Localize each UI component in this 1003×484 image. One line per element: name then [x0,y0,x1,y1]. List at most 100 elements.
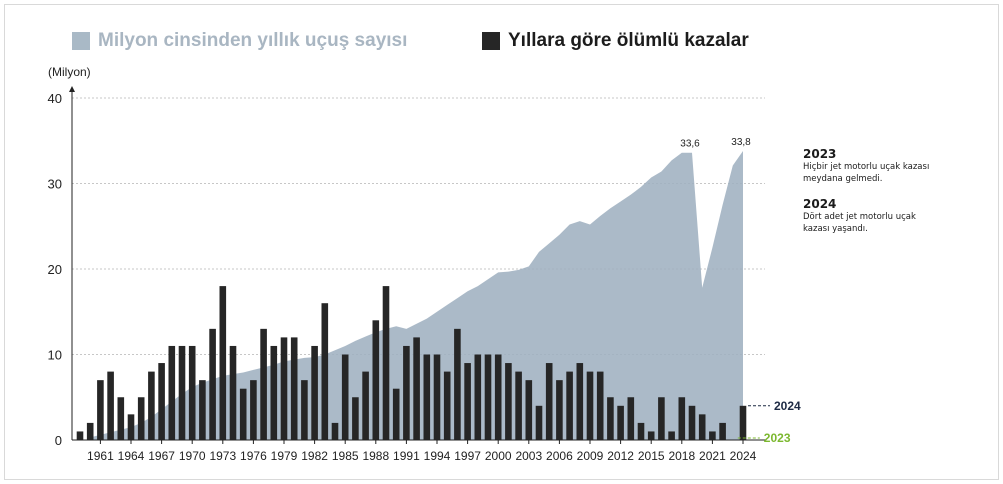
y-tick-label: 0 [55,433,62,448]
bar-1978 [270,345,278,440]
bar-1985 [341,354,349,440]
bar-1987 [362,371,369,440]
x-tick-label: 1982 [301,449,328,463]
x-tick-label: 1976 [240,449,267,463]
bar-2004 [535,405,543,440]
bar-2011 [607,397,614,440]
marker-label-2024: 2024 [774,399,801,413]
bar-2016 [658,397,665,440]
x-tick-label: 2009 [577,449,604,463]
x-tick-label: 1964 [118,449,145,463]
bar-1980 [290,337,298,440]
bar-1961 [97,380,104,440]
bar-1996 [454,328,461,440]
bar-1977 [260,328,267,440]
note-2023: 2023 Hiçbir jet motorlu uçak kazası meyd… [803,147,933,185]
x-tick-label: 1970 [179,449,206,463]
x-tick-label: 1979 [271,449,298,463]
bar-2021 [709,431,716,440]
x-tick-label: 2012 [607,449,634,463]
bar-1969 [178,345,186,440]
x-tick-label: 1961 [87,449,114,463]
bar-2022 [719,422,726,440]
bar-layer [76,286,747,440]
bar-2008 [576,363,584,440]
bar-1983 [321,303,329,440]
bar-1968 [168,345,176,440]
bar-2018 [678,397,686,440]
x-tick-label: 2024 [730,449,757,463]
legend-accidents-label: Yıllara göre ölümlü kazalar [508,30,749,51]
bar-1966 [148,371,155,440]
x-tick-label: 1994 [424,449,451,463]
x-tick-label: 1991 [393,449,420,463]
bar-1994 [433,354,441,440]
bar-2000 [494,354,502,440]
bar-1995 [443,371,451,440]
legend-accidents: Yıllara göre ölümlü kazalar [482,26,749,56]
bar-1993 [423,354,431,440]
x-tick-label: 1988 [362,449,389,463]
y-tick-label: 10 [48,348,62,363]
label-layer: 0 10 20 30 40 (Milyon) 1961 1964 1967 1970 1973 197… [48,65,801,463]
y-tick-label: 40 [48,91,62,106]
bar-1975 [239,388,247,440]
bar-2013 [627,397,635,440]
x-tick-label: 2021 [699,449,726,463]
bar-1990 [392,388,400,440]
bar-2003 [525,380,533,440]
bar-2019 [688,405,696,440]
bar-2005 [545,363,553,440]
bar-1959 [76,431,84,440]
bar-2014 [637,422,645,440]
bar-1997 [464,363,471,440]
bar-2007 [566,371,573,440]
note-2023-year: 2023 [803,147,837,161]
bar-1998 [474,354,482,440]
x-tick-label: 2006 [546,449,573,463]
bar-1986 [352,397,359,440]
bar-1970 [188,345,196,440]
note-2023-text: Hiçbir jet motorlu uçak kazası meydana g… [803,162,930,184]
marker-label-2023: 2023 [764,431,791,445]
bar-2001 [505,363,512,440]
bar-1989 [382,286,390,440]
legend-accidents-swatch [482,32,500,50]
area-value-label: 33,8 [731,137,751,148]
bar-1964 [127,414,135,440]
x-tick-label: 2003 [515,449,542,463]
bar-1982 [311,345,318,440]
y-axis-arrow [69,86,75,92]
bar-1962 [107,371,114,440]
bar-1979 [280,337,288,440]
bar-1971 [199,380,206,440]
bar-2015 [647,431,655,440]
x-tick-label: 1985 [332,449,359,463]
bar-1960 [86,422,94,440]
x-tick-label: 1973 [209,449,236,463]
note-2024-text: Dört adet jet motorlu uçak kazası yaşand… [803,212,916,234]
y-tick-label: 30 [48,177,62,192]
bar-1963 [117,397,125,440]
y-axis-label: (Milyon) [48,65,91,79]
bar-1992 [413,337,420,440]
x-tick-label: 1967 [148,449,175,463]
x-tick-label: 2015 [638,449,665,463]
bar-1972 [209,328,216,440]
bar-1984 [331,422,339,440]
bar-2020 [698,414,706,440]
bar-2002 [515,371,522,440]
legend-flights-label: Milyon cinsinden yıllık uçuş sayısı [98,30,408,51]
bar-1976 [250,380,257,440]
x-tick-label: 1997 [454,449,481,463]
bar-2012 [617,405,624,440]
bar-1999 [484,354,492,440]
legend-flights: Milyon cinsinden yıllık uçuş sayısı [72,26,407,56]
bar-1965 [137,397,145,440]
bar-2009 [586,371,594,440]
bar-2006 [556,380,563,440]
note-2024-year: 2024 [803,197,837,211]
area-value-label: 33,6 [680,139,700,150]
legend-flights-swatch [72,32,90,50]
